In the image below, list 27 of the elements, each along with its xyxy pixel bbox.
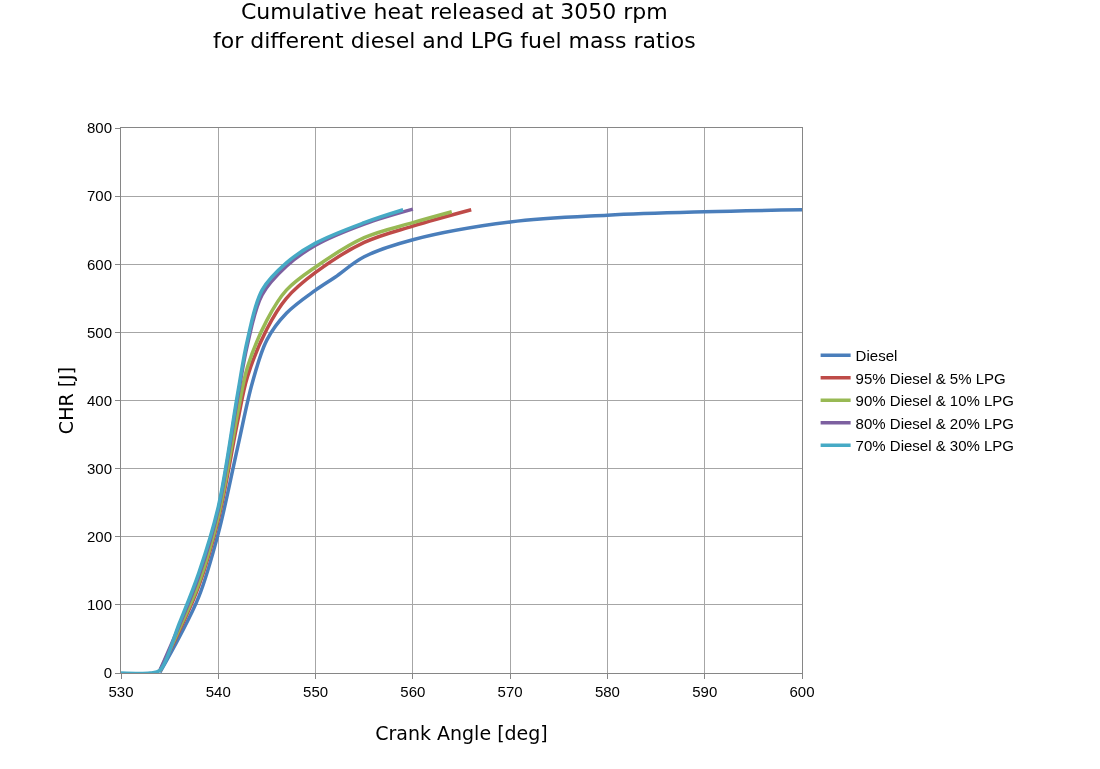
y-tick-label: 600 (86, 255, 112, 273)
x-tick-label: 570 (497, 683, 523, 700)
legend-label: 80% Diesel & 20% LPG (855, 414, 1015, 432)
x-axis-title: Crank Angle [deg] (375, 722, 548, 744)
x-tick-label: 600 (789, 683, 815, 700)
x-tick-label: 580 (594, 683, 620, 700)
y-tick-label: 700 (86, 187, 112, 205)
line-series (158, 208, 802, 673)
x-tick-label: 530 (108, 683, 134, 700)
chart-title: Cumulative heat released at 3050 rpm for different diesel and LPG fuel mass ratios (212, 0, 696, 53)
x-tick-label: 590 (692, 683, 718, 700)
y-tick-label: 400 (86, 391, 112, 409)
legend-label: 95% Diesel & 5% LPG (855, 369, 1006, 387)
y-tick-label: 0 (103, 664, 112, 682)
legend-label: Diesel (855, 347, 898, 365)
legend-label: 70% Diesel & 30% LPG (855, 437, 1015, 455)
legend-label: 90% Diesel & 10% LPG (855, 392, 1015, 410)
x-tick-label: 560 (400, 683, 426, 700)
y-axis-title: CHR [J] (55, 366, 77, 435)
y-tick-label: 300 (86, 459, 112, 477)
y-tick-label: 500 (86, 323, 112, 341)
line-series (121, 208, 405, 673)
y-tick-label: 100 (86, 596, 112, 614)
y-tick-label: 200 (86, 528, 112, 545)
y-tick-label: 800 (86, 119, 112, 137)
x-tick-label: 550 (303, 683, 329, 700)
x-tick-label: 540 (205, 683, 231, 700)
